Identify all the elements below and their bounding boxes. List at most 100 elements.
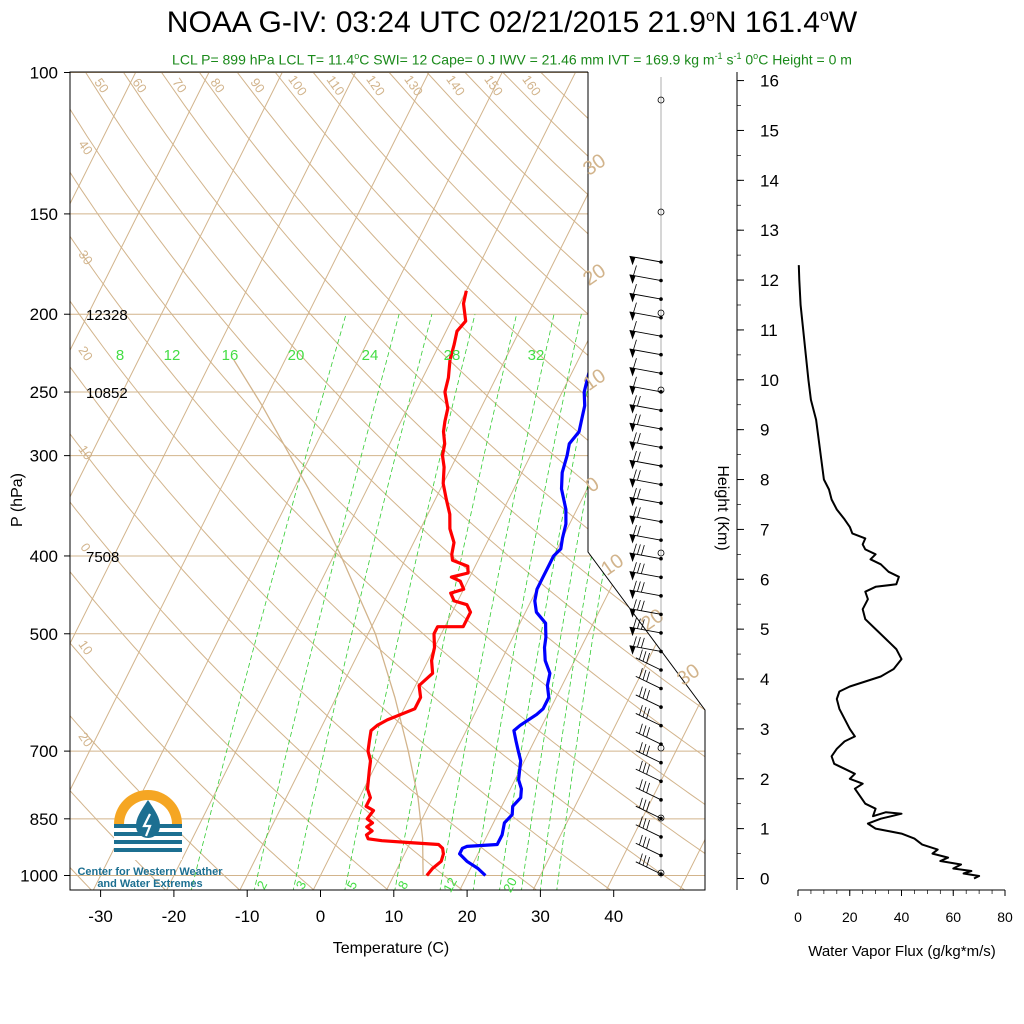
wind-barb-feather xyxy=(639,742,643,753)
wind-calm-circle xyxy=(657,96,665,104)
wind-point xyxy=(659,445,663,450)
wind-barb-feather xyxy=(633,358,637,369)
dry-adiabat-label: 70 xyxy=(169,75,190,95)
wind-barb xyxy=(629,413,662,433)
wind-barb xyxy=(635,667,662,689)
cw3e-logo: Center for Western Weather and Water Ext… xyxy=(70,786,230,894)
wind-barb-feather xyxy=(646,727,650,738)
wind-barb xyxy=(629,506,662,525)
wind-barb xyxy=(629,321,662,340)
isotherm-line xyxy=(752,55,1024,893)
dewpoint-line xyxy=(458,290,615,877)
height-tick-label: 5 xyxy=(760,620,769,639)
wind-barb-feather xyxy=(637,637,641,648)
wind-barb-feather xyxy=(637,433,641,444)
wind-barb-feather xyxy=(642,743,647,755)
wind-barb xyxy=(635,853,662,875)
wind-barb xyxy=(629,487,662,507)
dry-adiabat-label: 100 xyxy=(285,72,310,98)
wind-barb-staff xyxy=(635,768,662,782)
mixing-ratio-label: 24 xyxy=(362,347,379,364)
isotherm-line xyxy=(70,72,439,890)
wind-point xyxy=(659,352,663,357)
dry-adiabat-label: 160 xyxy=(519,72,544,98)
isotherm-label: 30 xyxy=(75,247,96,267)
wind-barb xyxy=(629,302,662,321)
wind-barb-feather xyxy=(639,797,643,809)
height-tick-label: 9 xyxy=(760,421,769,440)
wind-barb xyxy=(629,543,662,562)
wind-barb xyxy=(629,283,662,303)
x-axis-label: Temperature (C) xyxy=(333,940,449,957)
chart-title: NOAA G-IV: 03:24 UTC 02/21/2015 21.9oN 1… xyxy=(0,6,1024,40)
dry-adiabat-label: 130 xyxy=(401,72,426,98)
isotherm-line xyxy=(70,72,292,890)
dry-adiabat-line xyxy=(70,72,318,890)
mixing-ratio-label: 16 xyxy=(222,347,239,364)
degree-sign: o xyxy=(819,8,829,25)
wind-barb-feather xyxy=(637,562,641,574)
wind-barb-flag xyxy=(629,293,636,303)
mixing-ratio-line xyxy=(520,314,622,890)
wind-barb-feather xyxy=(640,637,645,648)
wind-barb-feather xyxy=(633,580,637,591)
wind-barb-feather xyxy=(639,649,643,660)
y-tick-label: 100 xyxy=(30,64,58,83)
wind-barb-feather xyxy=(633,469,637,480)
wind-barb-flag xyxy=(629,552,636,562)
dry-adiabat-label: 90 xyxy=(247,75,268,95)
flux-x-tick-label: 80 xyxy=(997,909,1013,925)
dry-adiabat-line xyxy=(70,72,705,890)
wind-barb-flag xyxy=(629,274,636,284)
wind-barb-staff xyxy=(635,842,662,856)
wind-barb-flag xyxy=(629,608,636,618)
x-tick-label: 30 xyxy=(531,907,550,926)
wind-barb xyxy=(629,432,662,451)
y-tick-label: 400 xyxy=(30,547,58,566)
wind-barb xyxy=(635,723,662,745)
wind-barb-feather xyxy=(633,487,637,499)
wind-barb-flag xyxy=(629,497,636,507)
isotherm-label: 20 xyxy=(75,729,96,749)
isotherm-label: 40 xyxy=(75,137,96,157)
height-annotation: 10852 xyxy=(86,385,128,402)
wind-barb-feather xyxy=(646,652,650,664)
wind-barb-staff xyxy=(635,731,662,745)
wind-barb-feather xyxy=(633,413,637,425)
wind-barb-feather xyxy=(646,671,650,682)
wind-point xyxy=(659,278,663,283)
wind-barb xyxy=(629,617,662,637)
mixing-ratio-label: 20 xyxy=(500,875,520,895)
wind-barb-feather xyxy=(633,376,637,387)
wind-barb-feather xyxy=(642,818,647,829)
wind-barb-feather xyxy=(640,563,645,574)
wind-barb-flag xyxy=(629,590,636,600)
x-tick-label: -20 xyxy=(162,907,187,926)
dry-adiabat-line xyxy=(70,72,615,890)
wind-barb-staff xyxy=(635,861,662,875)
dry-adiabat-line xyxy=(70,72,466,890)
wind-barb-feather xyxy=(646,708,650,719)
wind-barb-feather xyxy=(642,669,647,680)
wind-barb-feather xyxy=(642,688,647,699)
wind-barb-staff xyxy=(635,657,662,671)
height-tick-label: 6 xyxy=(760,570,769,589)
wind-barb-feather xyxy=(646,819,650,831)
water-vapor-flux-line xyxy=(797,265,981,880)
wind-barb-feather xyxy=(633,321,637,332)
dry-adiabat-line xyxy=(70,72,169,890)
wind-barb-feather xyxy=(637,488,641,499)
flux-x-tick-label: 0 xyxy=(794,909,802,925)
isotherm-line xyxy=(604,72,705,890)
wind-barb-flag xyxy=(629,645,636,655)
wind-barb-staff xyxy=(635,805,662,819)
wind-barb-feather xyxy=(633,506,637,517)
dry-adiabat-label: 80 xyxy=(207,75,228,95)
wind-barb xyxy=(629,358,662,377)
isotherm-label: 30 xyxy=(673,660,704,691)
wind-barb xyxy=(629,395,662,414)
height-axis-label: Height (Km) xyxy=(714,465,731,550)
wind-barb xyxy=(635,742,662,764)
wind-barb xyxy=(629,636,662,655)
isotherm-label: 20 xyxy=(579,260,610,291)
